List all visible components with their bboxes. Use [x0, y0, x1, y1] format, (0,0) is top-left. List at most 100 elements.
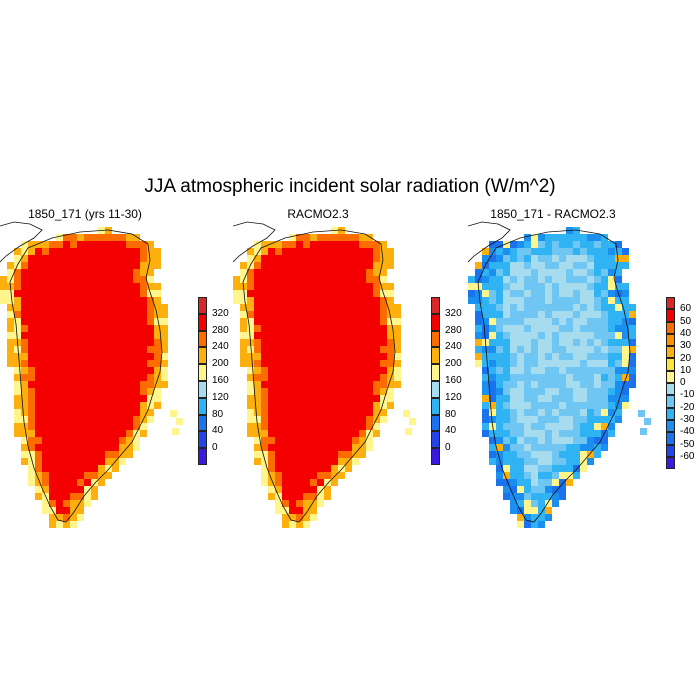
- map-grid-cell: [56, 360, 63, 367]
- map-grid-cell: [517, 353, 524, 360]
- map-grid-cell: [261, 437, 268, 444]
- map-grid-cell: [503, 465, 510, 472]
- map-grid-cell: [282, 472, 289, 479]
- map-grid-cell: [573, 388, 580, 395]
- map-grid-cell: [282, 437, 289, 444]
- map-grid-cell: [510, 430, 517, 437]
- map-grid-cell: [524, 346, 531, 353]
- map-grid-cell: [289, 451, 296, 458]
- map-grid-cell: [373, 318, 380, 325]
- map-grid-cell: [296, 458, 303, 465]
- map-grid-cell: [63, 521, 70, 528]
- map-grid-cell: [268, 311, 275, 318]
- map-grid-cell: [254, 276, 261, 283]
- map-grid-cell: [296, 332, 303, 339]
- map-grid-cell: [503, 276, 510, 283]
- map-grid-cell: [345, 325, 352, 332]
- map-grid-cell: [359, 367, 366, 374]
- map-grid-cell: [559, 325, 566, 332]
- map-grid-cell: [331, 248, 338, 255]
- map-grid-cell: [622, 297, 629, 304]
- map-grid-cell: [275, 479, 282, 486]
- map-grid-cell: [84, 409, 91, 416]
- map-grid-cell: [531, 409, 538, 416]
- map-grid-cell: [587, 248, 594, 255]
- map-grid-cell: [49, 388, 56, 395]
- map-model: [0, 220, 185, 530]
- map-grid-cell: [42, 255, 49, 262]
- map-grid-cell: [275, 325, 282, 332]
- map-grid-cell: [42, 339, 49, 346]
- map-grid-cell: [324, 374, 331, 381]
- map-grid-cell: [63, 283, 70, 290]
- map-grid-cell: [608, 402, 615, 409]
- map-grid-cell: [289, 500, 296, 507]
- map-grid-cell: [608, 241, 615, 248]
- map-grid-cell: [35, 486, 42, 493]
- map-grid-cell: [345, 465, 352, 472]
- map-grid-cell: [35, 360, 42, 367]
- map-grid-cell: [105, 276, 112, 283]
- map-grid-cell: [119, 360, 126, 367]
- map-grid-cell: [91, 360, 98, 367]
- map-grid-cell: [98, 458, 105, 465]
- map-grid-cell: [324, 416, 331, 423]
- map-grid-cell: [587, 367, 594, 374]
- map-grid-cell: [552, 325, 559, 332]
- map-grid-cell: [373, 381, 380, 388]
- map-grid-cell: [352, 395, 359, 402]
- map-grid-cell: [254, 353, 261, 360]
- map-grid-cell: [380, 339, 387, 346]
- map-grid-cell: [77, 514, 84, 521]
- map-grid-cell: [56, 479, 63, 486]
- map-grid-cell: [587, 409, 594, 416]
- map-grid-cell: [98, 381, 105, 388]
- map-grid-cell: [119, 444, 126, 451]
- map-grid-cell: [42, 381, 49, 388]
- map-grid-cell: [622, 381, 629, 388]
- map-grid-cell: [254, 381, 261, 388]
- map-grid-cell: [531, 493, 538, 500]
- map-grid-cell: [524, 367, 531, 374]
- map-grid-cell: [324, 402, 331, 409]
- map-grid-cell: [510, 374, 517, 381]
- map-grid-cell: [359, 346, 366, 353]
- map-grid-cell: [566, 374, 573, 381]
- colorbar-swatch: [198, 431, 207, 449]
- map-grid-cell: [133, 444, 140, 451]
- map-grid-cell: [119, 248, 126, 255]
- map-grid-cell: [21, 255, 28, 262]
- map-grid-cell: [254, 444, 261, 451]
- map-grid-cell: [56, 339, 63, 346]
- map-grid-cell: [49, 241, 56, 248]
- map-grid-cell: [261, 402, 268, 409]
- map-grid-cell: [345, 304, 352, 311]
- map-grid-cell: [112, 409, 119, 416]
- map-grid-cell: [275, 451, 282, 458]
- map-grid-cell: [140, 423, 147, 430]
- map-grid-cell: [331, 451, 338, 458]
- map-grid-cell: [629, 339, 636, 346]
- map-grid-cell: [538, 402, 545, 409]
- map-grid-cell: [42, 262, 49, 269]
- map-grid-cell: [380, 402, 387, 409]
- colorbar-tick-label: 60: [680, 303, 692, 315]
- map-grid-cell: [70, 514, 77, 521]
- map-grid-cell: [538, 304, 545, 311]
- colorbar-model: [198, 297, 207, 465]
- map-grid-cell: [317, 311, 324, 318]
- map-grid-cell: [524, 304, 531, 311]
- map-grid-cell: [622, 332, 629, 339]
- map-grid-cell: [331, 423, 338, 430]
- map-grid-cell: [359, 297, 366, 304]
- map-grid-cell: [282, 458, 289, 465]
- map-grid-cell: [261, 346, 268, 353]
- map-grid-cell: [35, 367, 42, 374]
- map-grid-cell: [42, 269, 49, 276]
- map-grid-cell: [63, 500, 70, 507]
- map-grid-cell: [608, 381, 615, 388]
- map-grid-cell: [545, 276, 552, 283]
- map-grid-cell: [112, 430, 119, 437]
- map-grid-cell: [84, 395, 91, 402]
- map-grid-cell: [615, 402, 622, 409]
